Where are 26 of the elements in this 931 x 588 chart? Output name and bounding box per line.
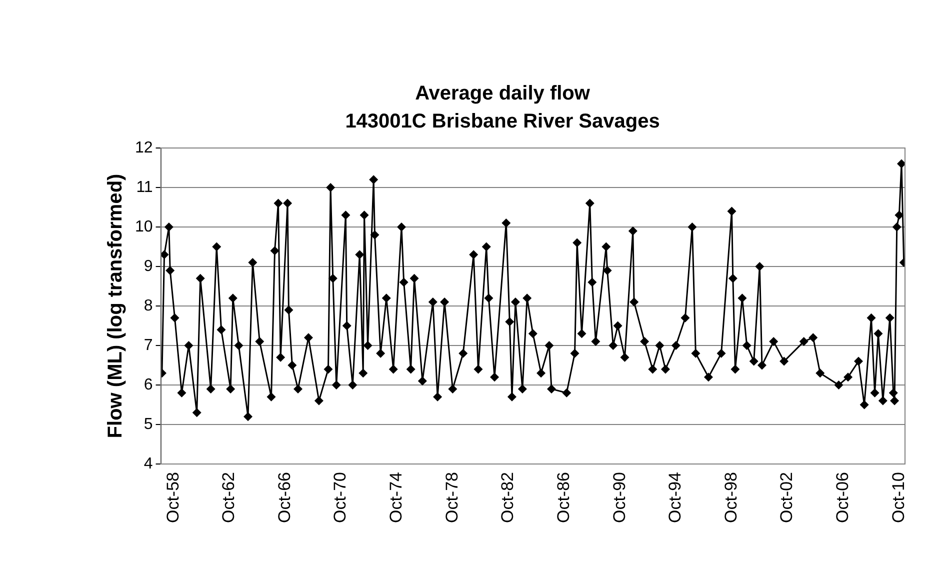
y-tick-label: 9 bbox=[144, 258, 153, 275]
x-tick-label: Oct-94 bbox=[666, 472, 685, 524]
y-axis-title: Flow (ML) (log transformed) bbox=[104, 174, 127, 438]
x-tick-label: Oct-82 bbox=[498, 472, 518, 524]
chart-subtitle: 143001C Brisbane River Savages bbox=[345, 110, 660, 133]
x-tick-label: Oct-02 bbox=[777, 472, 796, 524]
x-tick-label: Oct-06 bbox=[833, 472, 852, 524]
y-tick-label: 10 bbox=[135, 218, 153, 236]
y-tick-label: 4 bbox=[144, 455, 153, 472]
y-tick-label: 12 bbox=[135, 139, 153, 156]
x-tick-label: Oct-66 bbox=[274, 472, 294, 524]
x-tick-label: Oct-58 bbox=[163, 472, 182, 524]
x-tick-label: Oct-70 bbox=[330, 472, 350, 524]
x-tick-label: Oct-86 bbox=[554, 472, 573, 524]
y-tick-label: 7 bbox=[144, 336, 153, 354]
x-tick-label: Oct-98 bbox=[721, 472, 740, 524]
y-tick-label: 5 bbox=[144, 416, 153, 433]
x-tick-label: Oct-78 bbox=[442, 472, 462, 524]
y-tick-label: 6 bbox=[144, 376, 153, 394]
chart-title: Average daily flow bbox=[415, 82, 590, 105]
x-tick-label: Oct-74 bbox=[386, 472, 406, 524]
x-tick-label: Oct-10 bbox=[888, 472, 908, 524]
y-tick-label: 8 bbox=[144, 297, 153, 314]
x-tick-label: Oct-90 bbox=[610, 472, 629, 524]
x-tick-label: Oct-62 bbox=[219, 472, 238, 524]
y-tick-label: 11 bbox=[136, 178, 153, 196]
